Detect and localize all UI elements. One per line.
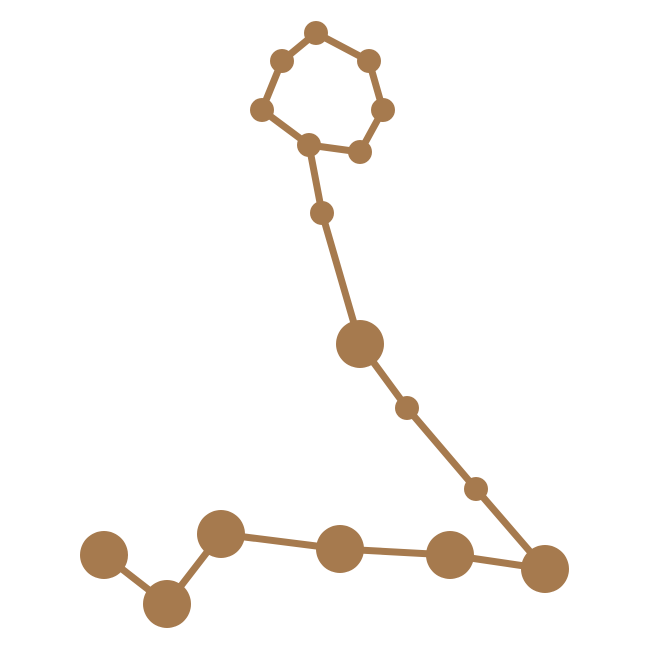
large-star-dot (336, 320, 384, 368)
constellation-line (403, 404, 480, 493)
small-star-dot (371, 98, 395, 122)
small-star-dot (250, 98, 274, 122)
small-star-dot (270, 49, 294, 73)
small-star-dot (310, 201, 334, 225)
small-star-dot (357, 49, 381, 73)
small-star-dot (395, 396, 419, 420)
small-star-dot (464, 477, 488, 501)
small-star-dot (304, 21, 328, 45)
small-star-dot (348, 140, 372, 164)
constellation-lines (100, 29, 549, 608)
large-star-dot (143, 580, 191, 628)
large-star-dot (80, 531, 128, 579)
large-star-dot (197, 510, 245, 558)
large-star-dot (521, 545, 569, 593)
constellation-stars (80, 21, 569, 628)
small-star-dot (297, 133, 321, 157)
large-star-dot (426, 531, 474, 579)
large-star-dot (316, 525, 364, 573)
